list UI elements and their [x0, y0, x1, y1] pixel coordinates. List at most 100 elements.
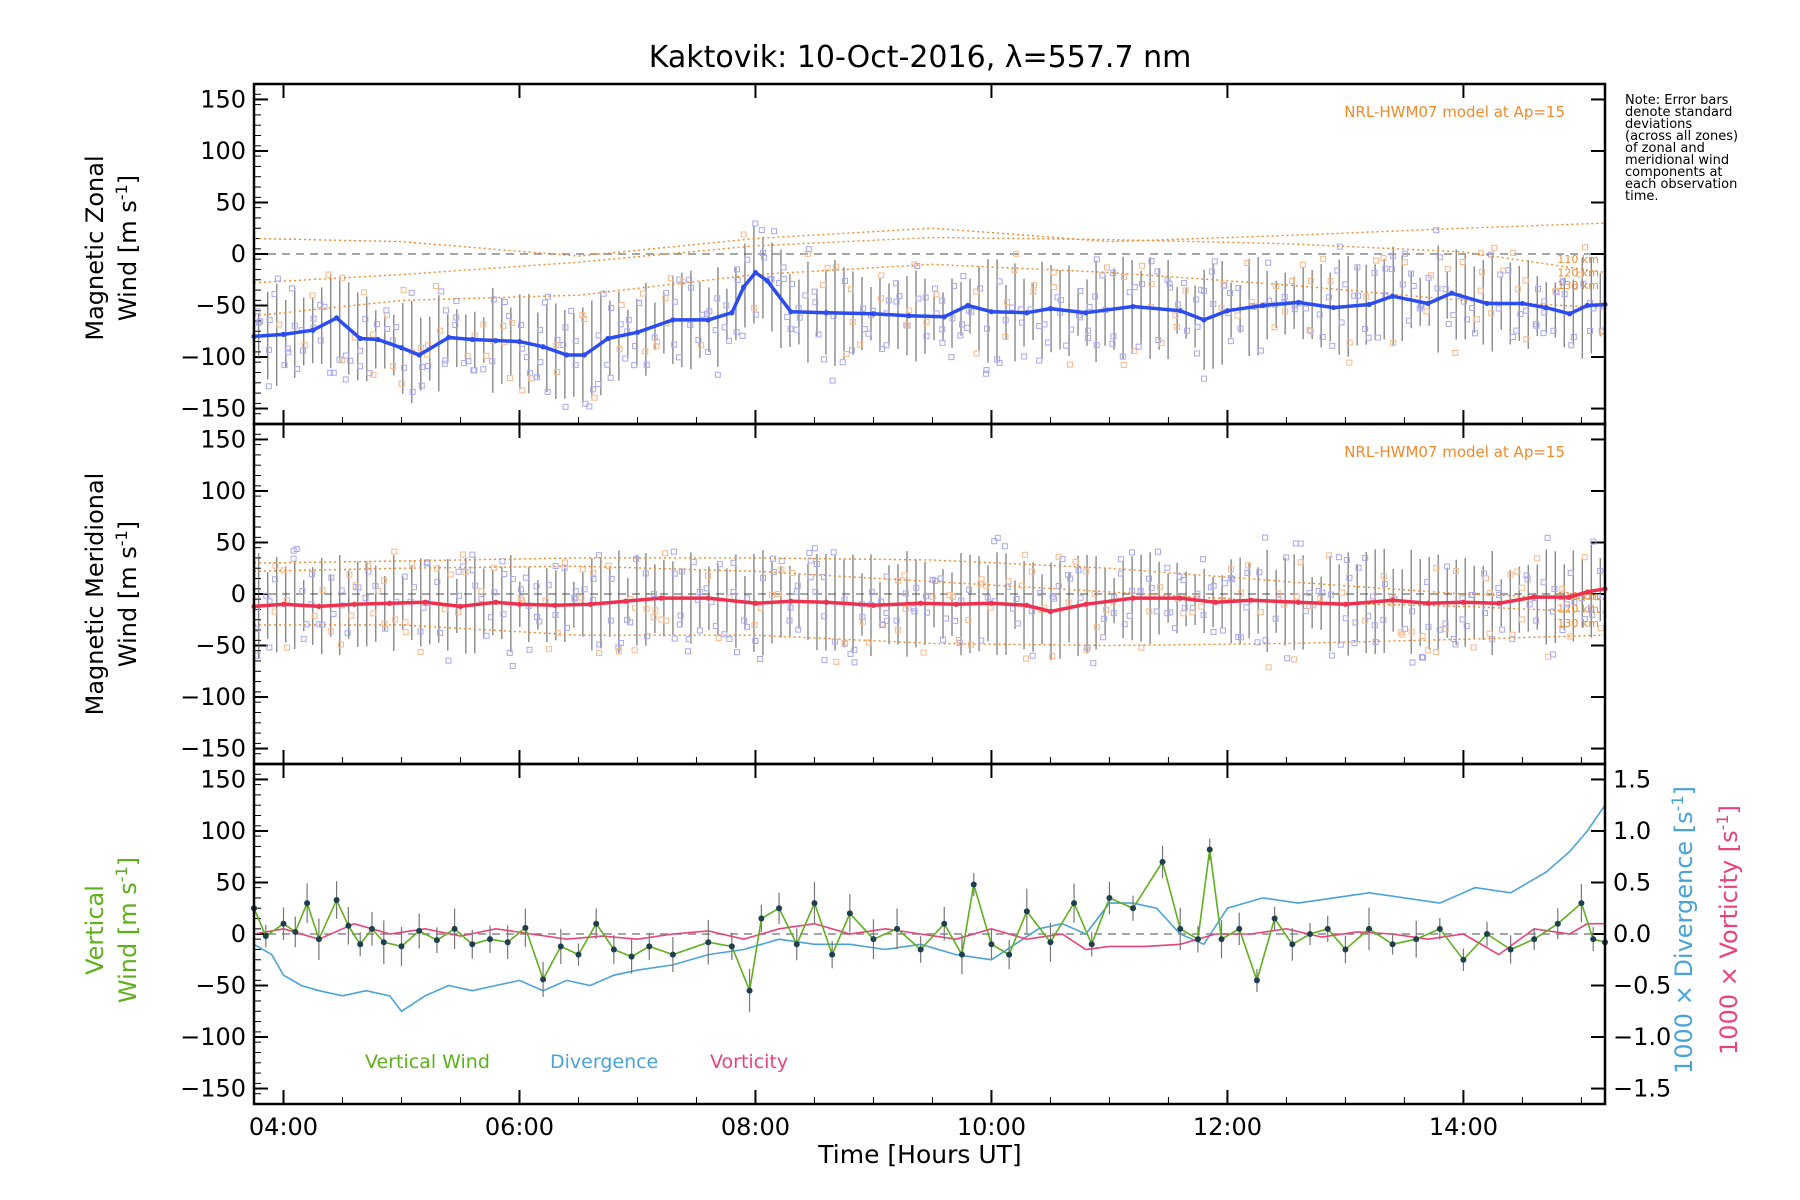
- x-tick-label: 08:00: [721, 1113, 790, 1141]
- mean-point: [988, 600, 995, 606]
- zone-sample-marker: [1200, 612, 1207, 619]
- vertical-wind-point: [262, 933, 269, 940]
- zone-sample-marker: [1256, 569, 1263, 576]
- zone-sample-marker: [1346, 574, 1353, 581]
- mean-point: [1047, 306, 1054, 312]
- zone-sample-marker: [632, 343, 639, 350]
- vertical-wind-point: [1484, 931, 1491, 937]
- zone-sample-marker: [1002, 317, 1009, 324]
- zone-sample-marker: [1571, 283, 1578, 290]
- mean-point: [1584, 302, 1590, 309]
- zone-sample-marker: [1050, 283, 1057, 290]
- zone-sample-marker: [1109, 340, 1116, 347]
- mean-point: [623, 598, 629, 604]
- zone-sample-marker: [978, 637, 985, 644]
- zone-sample-marker: [1497, 271, 1504, 278]
- zone-sample-marker: [902, 606, 909, 613]
- vertical-wind-point: [292, 928, 299, 935]
- zone-sample-marker: [309, 292, 316, 299]
- zone-sample-marker: [914, 262, 921, 269]
- zone-sample-marker: [1433, 227, 1440, 234]
- zone-sample-marker: [1534, 285, 1541, 292]
- zone-sample-marker: [370, 610, 377, 617]
- zone-sample-marker: [1459, 616, 1466, 623]
- zone-sample-marker: [618, 302, 625, 309]
- zone-sample-marker: [1009, 304, 1016, 311]
- zone-sample-marker: [1207, 584, 1214, 591]
- zone-sample-marker: [812, 588, 819, 595]
- zone-sample-marker: [883, 342, 890, 349]
- zone-sample-marker: [622, 355, 629, 362]
- zone-sample-marker: [290, 547, 297, 554]
- zone-sample-marker: [1302, 305, 1309, 312]
- zone-sample-marker: [780, 276, 787, 283]
- zone-sample-marker: [1477, 287, 1484, 294]
- zone-sample-marker: [671, 635, 678, 642]
- zone-sample-marker: [541, 299, 548, 306]
- zone-sample-marker: [1552, 288, 1559, 295]
- zone-sample-marker: [398, 380, 405, 387]
- zone-sample-marker: [643, 361, 650, 368]
- mean-point: [1519, 300, 1526, 307]
- zone-sample-marker: [1036, 357, 1043, 364]
- zone-sample-marker: [554, 369, 561, 376]
- zone-sample-marker: [283, 644, 290, 651]
- zone-sample-marker: [561, 564, 568, 571]
- zone-sample-marker: [1238, 589, 1245, 596]
- vertical-wind-point: [1159, 858, 1166, 865]
- zone-sample-marker: [301, 342, 308, 349]
- zone-sample-marker: [676, 354, 683, 361]
- mean-point: [333, 315, 340, 321]
- vertical-wind-point: [1289, 941, 1296, 948]
- zone-sample-marker: [776, 280, 783, 287]
- zone-sample-marker: [632, 604, 639, 611]
- zone-sample-marker: [453, 298, 460, 305]
- zone-sample-marker: [330, 369, 337, 376]
- zone-sample-marker: [293, 546, 300, 553]
- zone-sample-marker: [553, 342, 560, 349]
- zone-sample-marker: [996, 278, 1003, 285]
- zone-sample-marker: [859, 613, 866, 620]
- zone-sample-marker: [784, 313, 791, 320]
- zone-sample-marker: [787, 325, 794, 332]
- zone-sample-marker: [1093, 256, 1100, 263]
- zone-sample-marker: [346, 571, 353, 578]
- zone-sample-marker: [1292, 540, 1299, 547]
- zone-sample-marker: [372, 582, 379, 589]
- zone-sample-marker: [419, 364, 426, 371]
- zone-sample-marker: [922, 593, 929, 600]
- zone-sample-marker: [1519, 584, 1526, 591]
- zone-sample-marker: [586, 403, 593, 410]
- zone-sample-marker: [1211, 258, 1218, 265]
- zone-sample-marker: [338, 587, 345, 594]
- zone-sample-marker: [1469, 305, 1476, 312]
- zone-sample-marker: [581, 316, 588, 323]
- zone-sample-marker: [607, 617, 614, 624]
- zone-sample-marker: [1597, 625, 1604, 632]
- zone-sample-marker: [744, 623, 751, 630]
- zone-sample-marker: [965, 307, 972, 314]
- zone-sample-marker: [590, 569, 597, 576]
- zone-sample-marker: [1110, 333, 1117, 340]
- zone-sample-marker: [885, 297, 892, 304]
- zone-sample-marker: [1509, 635, 1516, 642]
- zone-sample-marker: [1326, 294, 1333, 301]
- zone-sample-marker: [662, 550, 669, 557]
- zone-sample-marker: [1209, 268, 1216, 275]
- zone-sample-marker: [879, 622, 886, 629]
- zone-sample-marker: [929, 593, 936, 600]
- zone-sample-marker: [1553, 289, 1560, 296]
- zone-sample-marker: [802, 292, 809, 299]
- zone-sample-marker: [290, 555, 297, 562]
- zone-sample-marker: [1092, 293, 1099, 300]
- mean-point: [1024, 602, 1030, 608]
- zone-sample-marker: [893, 298, 900, 305]
- zone-sample-marker: [1327, 278, 1334, 285]
- zone-sample-marker: [1029, 652, 1036, 659]
- zone-sample-marker: [859, 305, 866, 312]
- zone-sample-marker: [968, 641, 975, 648]
- zone-sample-marker: [285, 349, 292, 356]
- zone-sample-marker: [716, 561, 723, 568]
- mean-point: [457, 603, 464, 609]
- zone-sample-marker: [1299, 261, 1306, 268]
